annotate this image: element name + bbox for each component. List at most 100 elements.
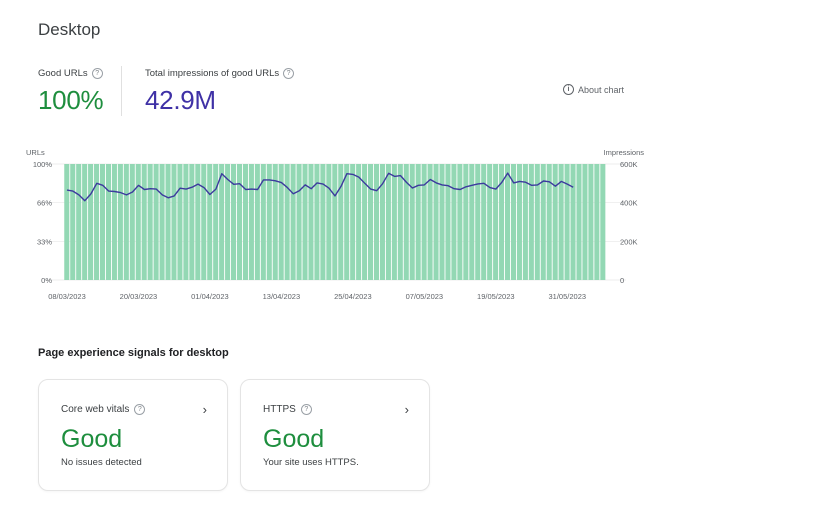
bar [403, 164, 409, 280]
bar [308, 164, 314, 280]
help-icon[interactable]: ? [91, 68, 103, 79]
bar [236, 164, 243, 280]
bar [391, 164, 397, 280]
impressions-value: 42.9M [145, 85, 216, 115]
bar [463, 164, 469, 280]
card-title-row: Core web vitals ? [61, 404, 146, 415]
bar [320, 164, 326, 280]
x-tick-label: 13/04/2023 [263, 292, 301, 301]
impressions-line-series [66, 172, 574, 202]
bar [362, 164, 368, 280]
bar [385, 164, 391, 280]
bar [183, 164, 189, 280]
good-urls-value: 100% [38, 85, 104, 115]
bar [481, 164, 487, 280]
bar [445, 164, 451, 280]
help-icon[interactable]: ? [283, 68, 295, 79]
left-tick-label: 33% [37, 237, 52, 246]
bar [516, 164, 522, 280]
bar [278, 164, 284, 280]
signals-section-title: Page experience signals for desktop [38, 347, 229, 359]
bar [105, 164, 111, 280]
bar [123, 164, 129, 280]
bar [457, 164, 463, 280]
bar [290, 164, 296, 280]
bar [189, 164, 195, 280]
bar [272, 164, 278, 280]
bar [570, 164, 576, 280]
right-tick-label: 200K [620, 237, 638, 246]
card-description: Your site uses HTTPS. [263, 457, 359, 468]
bar [147, 164, 153, 280]
bar [397, 164, 403, 280]
bar [248, 164, 254, 280]
bar [99, 164, 106, 280]
bar [373, 164, 380, 280]
bar [499, 164, 505, 280]
bar [242, 164, 248, 280]
x-tick-label: 31/05/2023 [549, 292, 587, 301]
bar [207, 164, 213, 280]
x-tick-label: 20/03/2023 [120, 292, 158, 301]
bar [302, 164, 308, 280]
x-tick-label: 01/04/2023 [191, 292, 229, 301]
bar [64, 164, 70, 280]
good-urls-label: Good URLs [38, 68, 88, 79]
bar [409, 164, 415, 280]
bar [504, 164, 511, 280]
impressions-label-row: Total impressions of good URLs ? [145, 68, 295, 79]
bar [594, 164, 600, 280]
bar [379, 164, 385, 280]
about-chart-button[interactable]: i About chart [563, 84, 624, 95]
help-icon[interactable]: ? [134, 404, 146, 415]
bar [213, 164, 219, 280]
chevron-right-icon[interactable]: › [202, 402, 207, 417]
bar [588, 164, 594, 280]
card-title-row: HTTPS ? [263, 404, 312, 415]
bar [332, 164, 338, 280]
bar [528, 164, 534, 280]
x-tick-label: 25/04/2023 [334, 292, 372, 301]
card-description: No issues detected [61, 457, 142, 468]
right-tick-label: 600K [620, 160, 638, 169]
bar [76, 164, 82, 280]
impressions-line [66, 172, 574, 202]
bar [117, 164, 123, 280]
bar [129, 164, 135, 280]
bar [451, 164, 457, 280]
bar [159, 164, 165, 280]
bar [201, 164, 207, 280]
impressions-metric: Total impressions of good URLs ? 42.9M [145, 68, 295, 116]
left-tick-label: 0% [41, 276, 52, 285]
bar [82, 164, 88, 280]
bar [296, 164, 302, 280]
bar [254, 164, 260, 280]
bar [564, 164, 570, 280]
chevron-right-icon[interactable]: › [404, 402, 409, 417]
bar [522, 164, 528, 280]
bar [171, 164, 177, 280]
bar [558, 164, 564, 280]
left-tick-label: 100% [33, 160, 53, 169]
bar [540, 164, 546, 280]
bar [534, 164, 540, 280]
bar [552, 164, 558, 280]
bar [231, 164, 237, 280]
good-urls-label-row: Good URLs ? [38, 68, 103, 79]
left-axis-label: URLs [26, 148, 45, 157]
core-web-vitals-card[interactable]: Core web vitals ? › Good No issues detec… [38, 379, 228, 491]
x-axis-ticks: 08/03/2023 20/03/2023 01/04/2023 13/04/2023… [48, 292, 586, 301]
bar [344, 164, 350, 280]
bar [475, 164, 481, 280]
bar [111, 164, 117, 280]
card-title: Core web vitals [61, 404, 130, 415]
help-icon[interactable]: ? [300, 404, 312, 415]
card-status: Good [263, 425, 325, 453]
card-header: HTTPS ? › [263, 403, 409, 416]
right-axis-label: Impressions [604, 148, 645, 157]
bar [487, 164, 493, 280]
about-chart-label: About chart [578, 84, 625, 95]
https-card[interactable]: HTTPS ? › Good Your site uses HTTPS. [240, 379, 430, 491]
card-title: HTTPS [263, 404, 296, 415]
bar [433, 164, 439, 280]
